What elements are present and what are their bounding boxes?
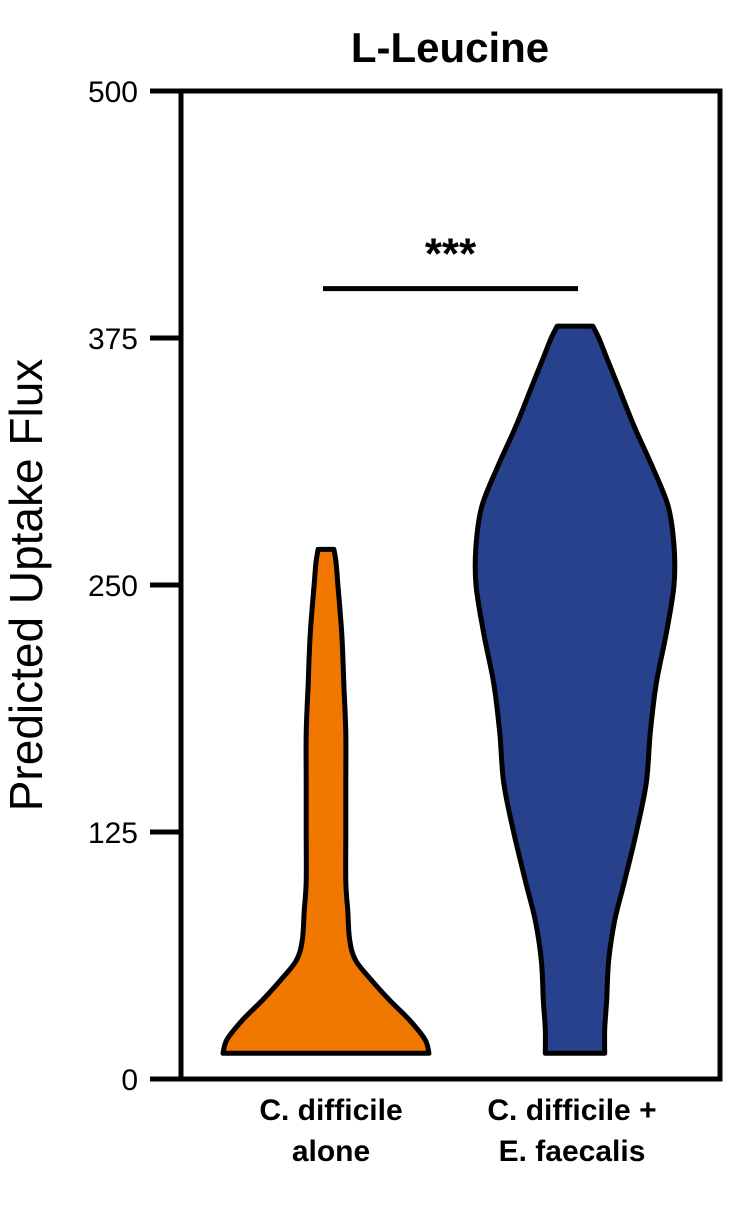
violin-group (220, 323, 678, 1056)
x-axis-labels: C. difficile alone C. difficile + E. faecal… (259, 1094, 656, 1168)
x-category-label: E. faecalis (499, 1135, 646, 1168)
y-tick-label: 125 (88, 817, 138, 850)
chart-title: L-Leucine (351, 24, 549, 71)
x-category-label: alone (292, 1135, 370, 1168)
y-tick-label: 500 (88, 76, 138, 109)
y-axis-label: Predicted Uptake Flux (0, 359, 52, 812)
y-axis-ticks: 0 125 250 375 500 (88, 76, 181, 1097)
violin-2 (472, 323, 678, 1056)
x-category-label: C. difficile (259, 1094, 402, 1127)
y-tick-label: 0 (121, 1064, 138, 1097)
y-tick-label: 375 (88, 323, 138, 356)
y-tick-label: 250 (88, 570, 138, 603)
violin-1 (220, 546, 432, 1056)
significance-label: *** (425, 230, 477, 279)
x-category-label: C. difficile + (487, 1094, 656, 1127)
significance-annotations: *** (323, 230, 578, 292)
